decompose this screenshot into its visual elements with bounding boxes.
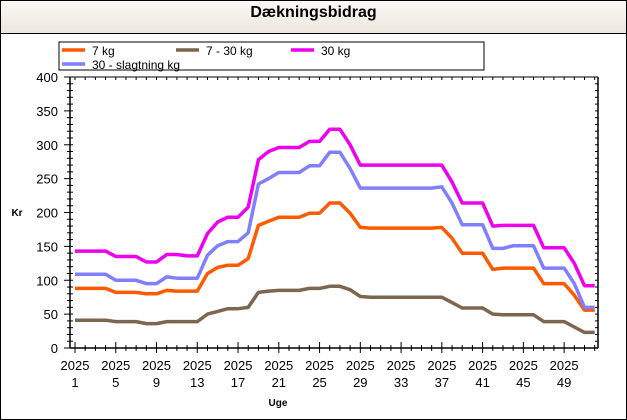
x-tick-label-year: 2025 (142, 358, 171, 373)
y-tick-label: 50 (44, 307, 58, 322)
x-tick-label-week: 1 (71, 375, 78, 390)
series-line-0 (75, 201, 595, 312)
y-tick-label: 300 (36, 138, 58, 153)
legend-label: 30 kg (321, 44, 350, 58)
x-axis-label: Uge (269, 398, 288, 409)
series-line-1 (75, 284, 595, 335)
x-tick-label-year: 2025 (387, 358, 416, 373)
y-tick-label: 0 (51, 341, 58, 356)
x-tick-label-year: 2025 (427, 358, 456, 373)
x-tick-label-week: 45 (516, 375, 530, 390)
x-tick-label-week: 49 (557, 375, 571, 390)
series-line-2 (75, 127, 595, 288)
legend-label: 7 kg (92, 44, 115, 58)
chart-title: Dækningsbidrag (250, 4, 377, 21)
y-tick-label: 250 (36, 172, 58, 187)
x-tick-label-year: 2025 (61, 358, 90, 373)
x-tick-label-week: 21 (272, 375, 286, 390)
legend-label: 30 - slagtning kg (92, 58, 180, 72)
x-tick-label-week: 33 (394, 375, 408, 390)
y-tick-label: 350 (36, 104, 58, 119)
x-tick-label-week: 25 (312, 375, 326, 390)
series-line-3 (75, 150, 595, 310)
y-tick-label: 100 (36, 273, 58, 288)
x-tick-label-year: 2025 (224, 358, 253, 373)
x-tick-label-year: 2025 (468, 358, 497, 373)
x-tick-label-week: 17 (231, 375, 245, 390)
x-tick-label-year: 2025 (101, 358, 130, 373)
x-tick-label-year: 2025 (346, 358, 375, 373)
legend-box (58, 41, 485, 71)
x-tick-label-week: 9 (153, 375, 160, 390)
y-axis-label: Kr (11, 208, 22, 219)
legend-label: 7 - 30 kg (206, 44, 253, 58)
x-tick-label-year: 2025 (550, 358, 579, 373)
x-tick-label-week: 41 (475, 375, 489, 390)
y-tick-label: 200 (36, 206, 58, 221)
x-tick-label-week: 37 (435, 375, 449, 390)
y-tick-label: 150 (36, 239, 58, 254)
y-tick-label: 400 (36, 70, 58, 85)
x-tick-label-week: 13 (190, 375, 204, 390)
x-tick-label-year: 2025 (509, 358, 538, 373)
x-tick-label-year: 2025 (183, 358, 212, 373)
x-tick-label-week: 29 (353, 375, 367, 390)
x-tick-label-year: 2025 (305, 358, 334, 373)
x-tick-label-week: 5 (112, 375, 119, 390)
x-tick-label-year: 2025 (264, 358, 293, 373)
title-bar: Dækningsbidrag (1, 1, 626, 34)
